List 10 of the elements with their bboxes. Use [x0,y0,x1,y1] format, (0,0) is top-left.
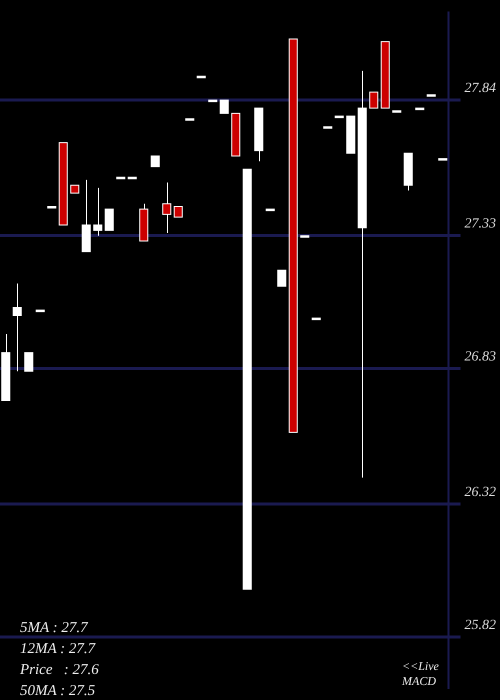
y-tick-label: 27.33 [464,216,496,232]
annotation: 50MA : 27.5 [20,683,96,699]
annotation: 12MA : 27.7 [20,641,97,657]
annotation: Price : 27.6 [19,662,100,678]
annotation: <<Live MACD [401,659,440,688]
y-tick-label: 26.83 [464,349,496,364]
y-tick-label: 26.32 [464,484,496,500]
y-tick-label: 27.84 [464,80,496,96]
annotation: 5MA : 27.7 [20,620,90,636]
y-tick-label: 25.82 [464,618,496,633]
